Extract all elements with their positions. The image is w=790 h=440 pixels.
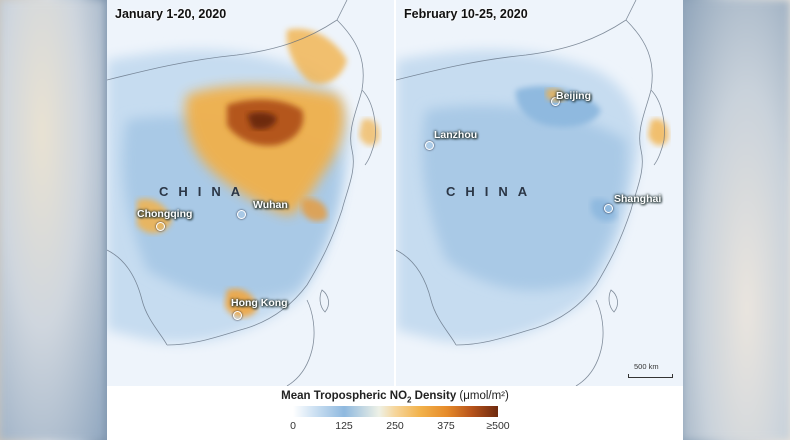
legend-tick-125: 125 [335,420,353,432]
legend-title-subscript: 2 [407,395,412,405]
panel-title-february: February 10-25, 2020 [404,7,528,21]
city-marker-lanzhou [425,141,434,150]
background-blur-left [0,0,105,440]
legend-tick-500: ≥500 [486,420,510,432]
city-marker-shanghai [604,204,613,213]
scale-bar-label: 500 km [634,362,659,371]
city-label-hong-kong: Hong Kong [231,297,288,309]
legend-tick-250: 250 [386,420,404,432]
legend-title: Mean Tropospheric NO2 Density (μmol/m²) [107,390,683,404]
figure-frame: January 1-20, 2020 CHINA Chongqing Wuhan… [107,0,683,440]
legend-title-main: Mean Tropospheric NO [281,390,408,402]
scale-bar: 500 km [628,362,673,378]
city-label-chongqing: Chongqing [137,208,193,220]
legend-tick-0: 0 [290,420,296,432]
legend-color-ramp [293,406,498,417]
city-marker-wuhan [237,210,246,219]
no2-map-january [107,0,394,386]
legend-tick-375: 375 [437,420,455,432]
no2-map-february [396,0,683,386]
city-label-beijing: Beijing [556,90,592,102]
map-panel-january: January 1-20, 2020 CHINA Chongqing Wuhan… [107,0,394,386]
country-label-china-feb: CHINA [446,184,538,199]
legend-unit: (μmol/m²) [459,390,509,402]
map-panel-february: February 10-25, 2020 CHINA Beijing Lanzh… [396,0,683,386]
city-label-shanghai: Shanghai [614,193,662,205]
scale-bar-line [628,374,673,378]
city-marker-hong-kong [233,311,242,320]
color-legend: Mean Tropospheric NO2 Density (μmol/m²) … [107,386,683,440]
city-label-lanzhou: Lanzhou [434,129,478,141]
background-blur-right [682,0,790,440]
legend-title-rest: Density [411,390,460,402]
city-marker-chongqing [156,222,165,231]
city-label-wuhan: Wuhan [253,199,288,211]
panel-title-january: January 1-20, 2020 [115,7,227,21]
country-label-china: CHINA [159,184,251,199]
city-marker-beijing [551,97,560,106]
